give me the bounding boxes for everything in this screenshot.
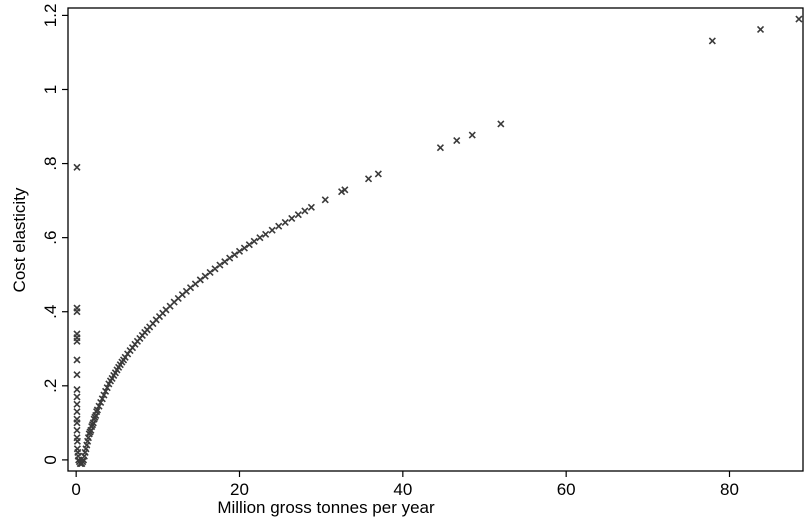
data-point: [103, 384, 111, 392]
y-axis-label: Cost elasticity: [10, 187, 29, 292]
data-point: [226, 254, 234, 262]
data-point: [250, 237, 258, 245]
data-point: [497, 120, 505, 128]
data-point: [186, 284, 195, 292]
data-point: [73, 337, 81, 345]
y-tick-label: .4: [41, 305, 60, 319]
data-point: [73, 419, 81, 427]
y-tick-label: .2: [41, 379, 60, 393]
y-tick-label: .8: [41, 156, 60, 170]
y-axis: 0 .2 .4 .6 .8 1 1.2: [41, 4, 68, 465]
data-point: [95, 402, 103, 410]
data-point: [97, 398, 105, 407]
data-point: [235, 247, 244, 255]
data-point: [216, 261, 224, 269]
x-axis-label: Million gross tonnes per year: [217, 498, 435, 517]
data-point: [321, 196, 329, 204]
data-point: [93, 406, 101, 414]
data-point: [73, 393, 81, 401]
data-point: [98, 395, 106, 403]
data-point: [196, 276, 204, 284]
y-tick-label: .6: [41, 231, 60, 245]
data-point: [73, 163, 81, 171]
data-point: [201, 272, 209, 280]
data-point: [256, 234, 264, 242]
data-point: [708, 37, 716, 45]
data-point: [73, 371, 81, 379]
data-point: [73, 356, 81, 364]
plot-area-frame: [67, 7, 804, 472]
data-point: [245, 241, 253, 249]
data-point: [468, 131, 476, 139]
data-point: [211, 265, 219, 273]
data-point: [301, 207, 309, 215]
data-point: [453, 137, 461, 145]
data-point: [73, 308, 81, 316]
y-tick-label: 1: [41, 85, 60, 94]
data-point: [73, 437, 81, 445]
data-point: [307, 203, 315, 211]
data-points: [73, 15, 803, 468]
x-tick-label: 80: [720, 480, 739, 499]
data-point: [756, 25, 765, 34]
data-point: [436, 144, 444, 152]
data-point: [206, 268, 214, 277]
data-point: [240, 244, 248, 252]
data-point: [221, 258, 229, 266]
y-tick-label: 0: [41, 455, 60, 464]
data-point: [364, 175, 373, 183]
x-tick-label: 0: [71, 480, 80, 499]
data-point: [100, 391, 108, 399]
data-point: [262, 230, 270, 238]
data-point: [288, 214, 296, 222]
data-point: [294, 211, 302, 219]
data-point: [73, 400, 81, 408]
x-tick-label: 20: [230, 480, 249, 499]
data-point: [341, 186, 349, 194]
y-tick-label: 1.2: [41, 4, 60, 28]
x-tick-label: 60: [557, 480, 576, 499]
data-point: [268, 226, 276, 234]
data-point: [275, 222, 283, 230]
x-axis: 0 20 40 60 80: [71, 471, 739, 499]
data-point: [231, 251, 239, 259]
data-point: [102, 387, 110, 395]
data-point: [73, 426, 81, 434]
x-tick-label: 40: [393, 480, 412, 499]
data-point: [281, 218, 289, 227]
data-point: [374, 170, 382, 178]
data-point: [73, 408, 81, 416]
data-point: [73, 385, 81, 394]
data-point: [795, 15, 803, 23]
